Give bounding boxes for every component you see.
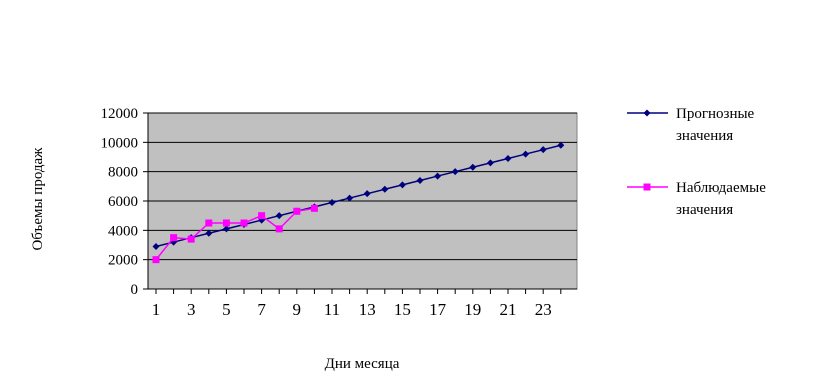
legend-label: Наблюдаемые значения: [676, 180, 766, 218]
x-tick-label: 7: [257, 300, 266, 319]
data-point: [522, 150, 530, 158]
data-point: [469, 163, 477, 171]
data-point: [152, 256, 160, 264]
data-point: [486, 159, 494, 167]
data-point: [381, 185, 389, 193]
data-point: [539, 146, 547, 154]
data-point: [310, 204, 318, 212]
y-tick-label: 0: [131, 282, 139, 298]
data-point: [240, 219, 248, 227]
data-point: [346, 194, 354, 202]
data-point: [398, 181, 406, 189]
y-tick-label: 12000: [101, 106, 139, 122]
y-tick-label: 10000: [101, 135, 139, 151]
x-tick-label: 9: [293, 300, 302, 319]
x-tick-label: 23: [535, 300, 552, 319]
x-axis-title: Дни месяца: [325, 356, 400, 372]
data-point: [170, 234, 178, 242]
x-tick-label: 17: [429, 300, 447, 319]
y-tick-label: 4000: [108, 223, 138, 239]
legend-item: Прогнозные значения: [627, 106, 755, 144]
x-tick-label: 1: [152, 300, 161, 319]
series-line: [155, 144, 561, 248]
data-point: [187, 235, 195, 243]
data-point: [293, 207, 301, 215]
data-point: [222, 219, 230, 227]
data-point: [504, 154, 512, 162]
data-point: [152, 242, 160, 250]
x-tick-label: 21: [500, 300, 517, 319]
data-point: [328, 198, 336, 206]
x-tick-label: 11: [324, 300, 340, 319]
x-tick-label: 5: [222, 300, 231, 319]
x-tick-label: 13: [359, 300, 376, 319]
legend-marker: [643, 183, 651, 191]
x-tick-label: 3: [187, 300, 196, 319]
data-point: [434, 172, 442, 180]
data-point: [205, 219, 213, 227]
legend-item: Наблюдаемые значения: [627, 180, 766, 218]
data-point: [557, 141, 565, 149]
y-tick-label: 2000: [108, 253, 138, 269]
y-tick-label: 6000: [108, 194, 138, 210]
series-line: [155, 207, 315, 261]
y-tick-label: 8000: [108, 165, 138, 181]
data-point: [275, 225, 283, 233]
data-point: [416, 176, 424, 184]
data-point: [258, 212, 266, 220]
data-point: [205, 229, 213, 237]
data-point: [451, 168, 459, 176]
x-tick-label: 19: [464, 300, 481, 319]
data-point: [275, 212, 283, 220]
series-2: [152, 204, 318, 264]
legend-marker: [643, 109, 651, 117]
data-point: [222, 225, 230, 233]
x-tick-label: 15: [394, 300, 411, 319]
legend-label: Прогнозные значения: [676, 106, 755, 144]
y-axis-title: Объемы продаж: [30, 147, 46, 251]
legend: Прогнозные значения Наблюдаемые значения: [627, 106, 766, 218]
data-point: [363, 190, 371, 198]
